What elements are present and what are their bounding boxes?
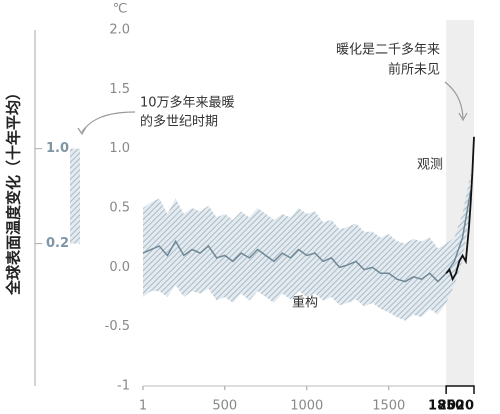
arrow	[81, 111, 136, 133]
y-tick-label: 0.0	[109, 260, 130, 275]
y-tick-label: -1	[117, 379, 130, 394]
y-tick-label: 1.0	[109, 141, 130, 156]
series-label: 观测	[417, 158, 443, 173]
x-tick-label: 500	[212, 399, 237, 414]
warmest-range	[70, 148, 80, 244]
y-tick-label: 0.5	[109, 201, 130, 216]
x-tick-label: 1850	[428, 399, 464, 414]
y-axis-label: 全球表面温度变化（十年平均）	[5, 85, 23, 296]
annotation: 暖化是二千多年来	[336, 42, 440, 58]
annotation: 10万多年来最暖	[140, 95, 235, 111]
y-tick-label: -0.5	[105, 319, 130, 334]
x-tick-label: 1500	[372, 399, 405, 414]
arrow	[444, 81, 464, 119]
y-tick-label: 1.5	[109, 82, 130, 97]
arrowhead	[77, 126, 87, 136]
series-line	[142, 190, 472, 283]
side-tick-label: 1.0	[46, 141, 69, 156]
x-tick-label: 2020	[438, 399, 474, 414]
x-tick-label: 1000	[290, 399, 323, 414]
x-tick-label: 1	[139, 399, 147, 414]
period-bracket	[445, 385, 475, 394]
annotation: 的多世纪时期	[140, 114, 218, 130]
unit: ℃	[113, 2, 128, 17]
arrowhead	[458, 112, 468, 122]
y-tick-label: 2.0	[109, 23, 130, 38]
series-line	[445, 136, 475, 282]
series-label: 重构	[292, 295, 318, 311]
annotation: 前所未见	[388, 62, 440, 78]
uncertainty-band	[143, 172, 471, 321]
side-tick-label: 0.2	[46, 236, 69, 251]
